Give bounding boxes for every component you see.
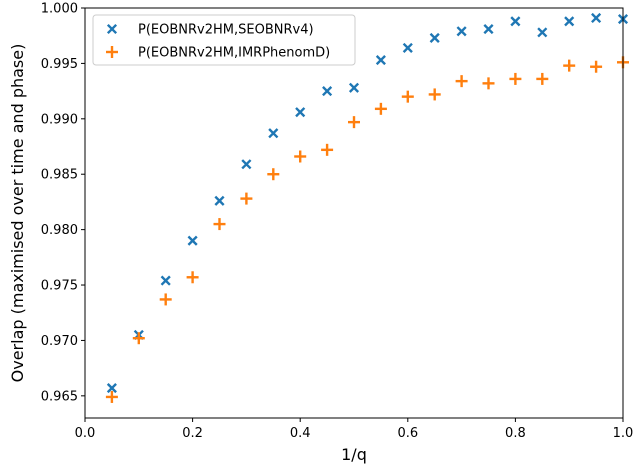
data-point-stroke: [160, 275, 171, 286]
data-point-stroke: [322, 86, 333, 97]
x-tick-label: 0.0: [75, 426, 96, 441]
y-axis-ticks: 0.965 0.970 0.975 0.980 0.985 0.990 0.995 1.000: [41, 2, 85, 404]
data-point: [295, 107, 306, 118]
data-point: [348, 82, 360, 93]
data-point: [241, 159, 252, 170]
x-tick-label: 0.2: [182, 426, 203, 441]
data-point-stroke: [510, 16, 521, 27]
data-point: [348, 116, 360, 129]
data-point-stroke: [295, 107, 306, 118]
data-point-stroke: [537, 27, 548, 38]
x-axis-label: 1/q: [341, 445, 367, 464]
data-point-stroke: [214, 195, 225, 206]
data-point: [590, 60, 603, 73]
data-point: [322, 86, 333, 97]
x-tick-label: 0.8: [505, 426, 526, 441]
data-point: [564, 16, 575, 27]
data-point-stroke: [402, 42, 413, 53]
data-point: [375, 55, 386, 66]
legend-label: P(EOBNRv2HM,IMRPhenomD): [138, 46, 330, 61]
y-tick-label: 1.000: [41, 2, 78, 17]
data-point: [536, 72, 549, 85]
data-point: [509, 72, 522, 85]
data-point: [105, 390, 118, 403]
data-point-stroke: [348, 82, 360, 93]
legend-box: [92, 14, 356, 66]
y-tick-label: 0.985: [41, 168, 78, 183]
y-tick-label: 0.975: [41, 279, 78, 294]
data-point: [537, 27, 548, 38]
data-point-stroke: [268, 128, 279, 139]
x-axis-ticks: 0.0 0.2 0.4 0.6 0.8 1.0: [75, 418, 634, 441]
legend-marker: [106, 46, 118, 58]
data-point: [455, 75, 468, 88]
data-point-stroke: [564, 16, 575, 27]
data-point: [159, 293, 172, 306]
data-point-stroke: [483, 24, 494, 35]
data-point: [429, 32, 440, 43]
plot-area-frame: [84, 7, 624, 419]
y-tick-label: 0.970: [41, 334, 78, 349]
data-point: [510, 16, 521, 27]
legend-marker: [106, 23, 118, 35]
data-point: [428, 88, 441, 101]
data-point-stroke: [591, 12, 602, 24]
data-point: [186, 271, 199, 284]
data-point: [267, 168, 280, 181]
y-axis-label: Overlap (maximised over time and phase): [8, 44, 27, 383]
data-point-stroke: [429, 32, 440, 43]
x-tick-label: 0.4: [290, 426, 311, 441]
data-point: [401, 90, 414, 103]
data-point: [187, 235, 198, 246]
data-point-stroke: [375, 55, 386, 66]
y-tick-label: 0.980: [41, 223, 78, 238]
x-tick-label: 1.0: [613, 426, 634, 441]
data-point: [106, 383, 117, 394]
data-point-stroke: [456, 26, 467, 37]
data-point: [240, 192, 253, 205]
y-tick-label: 0.990: [41, 112, 78, 127]
legend-marker-stroke: [106, 23, 118, 35]
data-point-stroke: [241, 159, 252, 170]
data-point: [214, 195, 225, 206]
data-point: [483, 24, 494, 35]
data-point-stroke: [106, 383, 117, 394]
data-point: [374, 102, 387, 115]
series-2: [105, 56, 629, 403]
data-point: [213, 218, 226, 231]
data-point: [160, 275, 171, 286]
data-point: [482, 77, 495, 90]
y-tick-label: 0.965: [41, 389, 78, 404]
legend-label: P(EOBNRv2HM,SEOBNRv4): [138, 23, 314, 38]
data-point: [321, 143, 334, 156]
data-point: [132, 332, 145, 345]
data-point: [563, 59, 576, 72]
data-point-stroke: [187, 235, 198, 246]
y-tick-label: 0.995: [41, 57, 78, 72]
data-markers: [105, 12, 629, 403]
series-1: [106, 12, 629, 394]
data-point: [591, 12, 602, 24]
data-point: [402, 42, 413, 53]
legend: P(EOBNRv2HM,SEOBNRv4) P(EOBNRv2HM,IMRPhen…: [92, 14, 356, 66]
data-point: [294, 150, 307, 163]
data-point: [456, 26, 467, 37]
data-point: [268, 128, 279, 139]
x-tick-label: 0.6: [397, 426, 418, 441]
